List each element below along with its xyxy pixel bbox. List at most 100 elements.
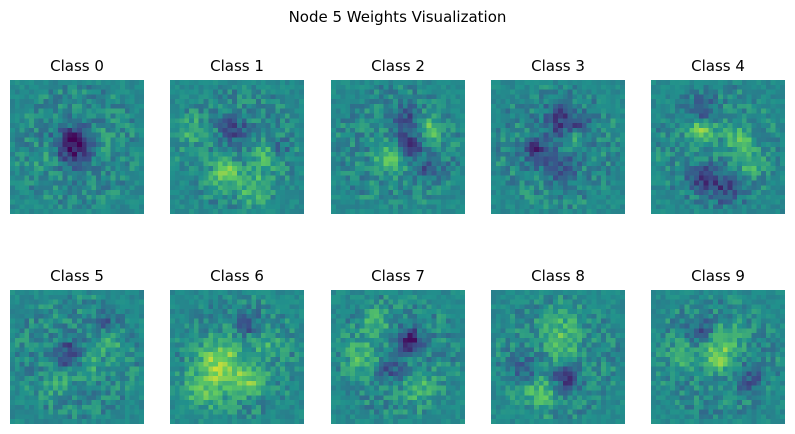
heatmap-cell — [174, 309, 180, 314]
heatmap-cell — [129, 180, 135, 186]
heatmap-cell — [256, 299, 261, 305]
heatmap-cell — [605, 89, 611, 95]
heatmap-cell — [129, 199, 135, 205]
heatmap-cell — [398, 84, 403, 90]
heatmap-cell — [651, 132, 656, 138]
heatmap-cell — [77, 99, 82, 104]
heatmap-cell — [77, 89, 82, 95]
heatmap-cell — [77, 419, 82, 424]
heatmap-cell — [741, 99, 747, 104]
heatmap-cell — [86, 376, 92, 381]
heatmap-cell — [179, 94, 185, 100]
heatmap-cell — [19, 108, 25, 114]
heatmap-cell — [393, 137, 399, 143]
heatmap-cell — [284, 328, 290, 334]
heatmap-cell — [241, 185, 247, 191]
heatmap-cell — [284, 147, 290, 152]
heatmap-cell — [241, 94, 247, 100]
heatmap-cell — [751, 194, 757, 200]
heatmap-cell — [538, 209, 544, 214]
heatmap-cell — [331, 89, 336, 95]
heatmap-cell — [170, 333, 175, 338]
heatmap-cell — [105, 161, 111, 167]
heatmap-cell — [534, 84, 539, 90]
heatmap-cell — [48, 400, 54, 405]
heatmap-cell — [732, 185, 738, 191]
heatmap-cell — [495, 89, 501, 95]
heatmap-cell — [345, 175, 351, 181]
heatmap-cell — [77, 103, 82, 109]
heatmap-cell — [38, 113, 44, 119]
heatmap-cell — [91, 161, 97, 167]
heatmap-cell — [10, 118, 15, 124]
heatmap-cell — [615, 209, 621, 214]
heatmap-cell — [170, 151, 175, 157]
heatmap-cell — [665, 161, 671, 167]
heatmap-cell — [364, 204, 370, 210]
heatmap-cell — [684, 151, 690, 157]
heatmap-cell — [393, 108, 399, 114]
heatmap-cell — [294, 89, 300, 95]
heatmap-cell — [139, 347, 144, 353]
heatmap-cell — [251, 151, 257, 157]
heatmap-cell — [174, 123, 180, 128]
heatmap-cell — [450, 103, 456, 109]
heatmap-cell — [421, 94, 427, 100]
heatmap-cell — [72, 204, 78, 210]
heatmap-cell — [713, 89, 719, 95]
heatmap-cell — [260, 199, 266, 205]
heatmap-cell — [62, 209, 68, 214]
heatmap-cell — [689, 89, 695, 95]
heatmap-cell — [120, 108, 125, 114]
heatmap-cell — [374, 84, 379, 90]
heatmap-cell — [746, 94, 752, 100]
heatmap-cell — [251, 209, 257, 214]
heatmap-cell — [732, 113, 738, 119]
heatmap-cell — [741, 204, 747, 210]
heatmap-cell — [601, 132, 606, 138]
heatmap-cell — [558, 151, 563, 157]
heatmap-cell — [134, 199, 140, 205]
heatmap-cell — [388, 80, 394, 85]
heatmap-cell — [407, 190, 413, 195]
heatmap-cell — [189, 333, 194, 338]
heatmap-cell — [596, 94, 602, 100]
heatmap-cell — [294, 299, 300, 305]
heatmap-cell — [732, 80, 738, 85]
heatmap-cell — [581, 103, 587, 109]
heatmap-cell — [388, 185, 394, 191]
heatmap-cell — [761, 204, 766, 210]
heatmap-cell — [703, 204, 709, 210]
heatmap-cell — [110, 142, 116, 148]
heatmap-cell — [345, 113, 351, 119]
heatmap-cell — [24, 89, 30, 95]
heatmap-cell — [91, 127, 97, 133]
heatmap-cell — [237, 89, 242, 95]
heatmap-cell — [110, 323, 116, 329]
heatmap-cell — [756, 123, 762, 128]
heatmap-cell — [43, 156, 49, 162]
class-title-3: Class 3 — [531, 57, 585, 75]
heatmap-cell — [174, 290, 180, 295]
heatmap-cell — [577, 170, 582, 176]
heatmap-cell — [115, 147, 121, 152]
heatmap-cell — [421, 185, 427, 191]
heatmap-cell — [694, 84, 699, 90]
heatmap-cell — [684, 161, 690, 167]
heatmap-cell — [698, 170, 704, 176]
heatmap-cell — [246, 290, 252, 295]
heatmap-cell — [713, 199, 719, 205]
heatmap-cell — [129, 299, 135, 305]
heatmap-cell — [189, 156, 194, 162]
heatmap-cell — [120, 328, 125, 334]
heatmap-cell — [280, 304, 285, 310]
heatmap-cell — [179, 166, 185, 171]
heatmap-cell — [96, 409, 101, 415]
heatmap-cell — [596, 123, 602, 128]
heatmap-cell — [780, 89, 785, 95]
heatmap-cell — [407, 94, 413, 100]
heatmap-cell — [115, 175, 121, 181]
heatmap-cell — [615, 185, 621, 191]
heatmap-cell — [19, 185, 25, 191]
heatmap-cell — [741, 175, 747, 181]
